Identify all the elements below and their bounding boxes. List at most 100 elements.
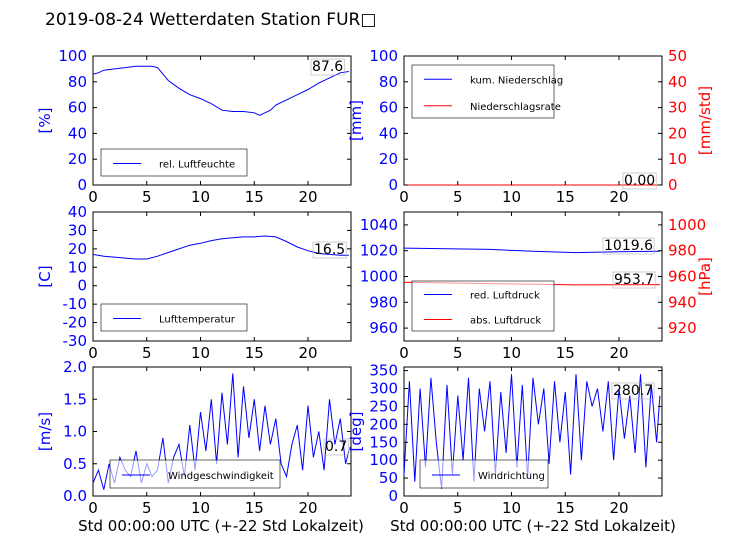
panel-wind-direction: 0 5 10 15 20050100150200250300350[deg]Windri…: [347, 362, 663, 517]
y-right-tick-label: 20: [668, 124, 687, 142]
y-axis-label: [mm]: [347, 100, 365, 141]
y-right-tick-label: 940: [668, 293, 697, 311]
y-right-tick-label: 30: [668, 99, 687, 117]
x-tick-label: 0: [88, 344, 98, 362]
y-tick-label: 60: [379, 99, 398, 117]
y-tick-label: 20: [68, 240, 87, 258]
y-right-tick-label: 960: [668, 268, 697, 286]
y-tick-label: 40: [68, 203, 87, 221]
x-tick-label: 0: [88, 188, 98, 206]
y-right-tick-label: 10: [668, 150, 687, 168]
value-annotation: 0.00: [622, 172, 657, 190]
x-tick-label: 15: [556, 344, 575, 362]
y-tick-label: 0: [388, 176, 398, 194]
figure-title: 2019-08-24 Wetterdaten Station FUR□: [45, 10, 376, 30]
y-right-tick-label: 1000: [668, 216, 706, 234]
plot-frame: [92, 55, 352, 186]
annotation-box: [310, 58, 345, 76]
plot-frame: [92, 211, 352, 342]
x-tick-label: 0: [399, 188, 409, 206]
annotation-box: [312, 241, 347, 259]
y-right-tick-label: 0: [668, 176, 678, 194]
legend: Windrichtung: [419, 459, 549, 489]
y-tick-label: 1.5: [63, 390, 87, 408]
x-tick-label: 10: [191, 188, 210, 206]
legend: kum. Niederschlag Niederschlagsrate: [411, 64, 563, 119]
x-tick-label: 10: [502, 188, 521, 206]
annotation-text: 0.00: [624, 173, 655, 189]
panel-humidity: 0 5 10 15 20 0 20 40 60 80 100 [%] rel. Luftfeuchte 8…: [36, 47, 352, 206]
x-tick-label: 20: [609, 499, 628, 517]
series-line-1: [92, 373, 350, 490]
x-tick-label: 5: [142, 188, 152, 206]
series-line-1: [92, 65, 349, 116]
y-tick-label: 1.0: [63, 423, 87, 441]
annotation-text: 953.7: [614, 272, 654, 288]
x-tick-label: 20: [298, 499, 317, 517]
x-tick-label: 20: [609, 344, 628, 362]
legend-entry: abs. Luftdruck: [470, 316, 541, 327]
y-tick-label: 250: [369, 397, 398, 415]
x-tick-label: 15: [556, 188, 575, 206]
legend: Lufttemperatur: [100, 303, 248, 332]
x-axis-label-left: Std 00:00:00 UTC (+-22 Std Lokalzeit): [78, 517, 364, 535]
value-annotation: 87.6: [310, 58, 345, 76]
y-tick-label: 60: [68, 99, 87, 117]
panel-temperature: 0 5 10 15 20-30-20-10010203040[C]Lufttempera…: [36, 203, 352, 362]
annotation-box: [611, 382, 655, 400]
legend-box: [109, 459, 281, 489]
y-tick-label: 2.0: [63, 358, 87, 376]
y-tick-label: 100: [58, 47, 87, 65]
annotation-box: [622, 172, 657, 190]
y-tick-label: 40: [379, 124, 398, 142]
y-axis-label: [%]: [36, 108, 54, 134]
value-annotation: 0.7: [323, 438, 349, 456]
y-tick-label: 0: [77, 176, 87, 194]
legend-box: [100, 303, 248, 332]
y-tick-label: 40: [68, 124, 87, 142]
x-tick-label: 10: [191, 344, 210, 362]
y-axis-label: [deg]: [347, 412, 365, 452]
y-axis-label: [m/s]: [36, 412, 54, 451]
legend-box: [411, 280, 555, 332]
annotation-text: 16.5: [314, 242, 345, 258]
y-tick-label: 200: [369, 415, 398, 433]
y-tick-label: 1020: [360, 242, 398, 260]
x-axis-label-right: Std 00:00:00 UTC (+-22 Std Lokalzeit): [390, 517, 676, 535]
legend-entry: red. Luftdruck: [470, 291, 540, 302]
y-right-tick-label: 980: [668, 242, 697, 260]
y-tick-label: 960: [369, 319, 398, 337]
y-tick-label: 980: [369, 293, 398, 311]
y-tick-label: 100: [369, 47, 398, 65]
x-tick-label: 20: [609, 188, 628, 206]
annotation-box: [612, 271, 656, 289]
legend-entry: Windrichtung: [478, 471, 545, 482]
y-tick-label: 50: [379, 469, 398, 487]
y-tick-label: 0.0: [63, 487, 87, 505]
y-tick-label: 20: [379, 150, 398, 168]
y-tick-label: 80: [68, 73, 87, 91]
y-tick-label: 350: [369, 362, 398, 380]
y-tick-label: 20: [68, 150, 87, 168]
y-tick-label: 300: [369, 380, 398, 398]
legend-entry: Windgeschwindigkeit: [168, 471, 274, 482]
y-right-tick-label: 50: [668, 47, 687, 65]
panel-pressure: 0 5 10 15 20 960 980 1000 1020 1040 920 940 960 980 10…: [360, 211, 714, 362]
y-tick-label: 80: [379, 73, 398, 91]
x-tick-label: 0: [399, 499, 409, 517]
y-tick-label: -20: [63, 314, 88, 332]
annotation-text: 0.7: [325, 439, 347, 455]
x-tick-label: 5: [142, 499, 152, 517]
x-tick-label: 20: [298, 188, 317, 206]
x-tick-label: 5: [453, 344, 463, 362]
x-tick-label: 15: [245, 188, 264, 206]
plot-frame: [403, 366, 663, 497]
legend: Windgeschwindigkeit: [109, 459, 281, 489]
annotation-box: [323, 438, 349, 456]
legend-entry: rel. Luftfeuchte: [159, 160, 235, 171]
x-tick-label: 0: [399, 344, 409, 362]
panel-wind-speed: 0 5 10 15 20 0.0 0.5 1.0 1.5 2.0 [m/s] Windgeschwin…: [36, 358, 352, 517]
series-line-1: [403, 374, 661, 489]
x-tick-label: 15: [245, 344, 264, 362]
